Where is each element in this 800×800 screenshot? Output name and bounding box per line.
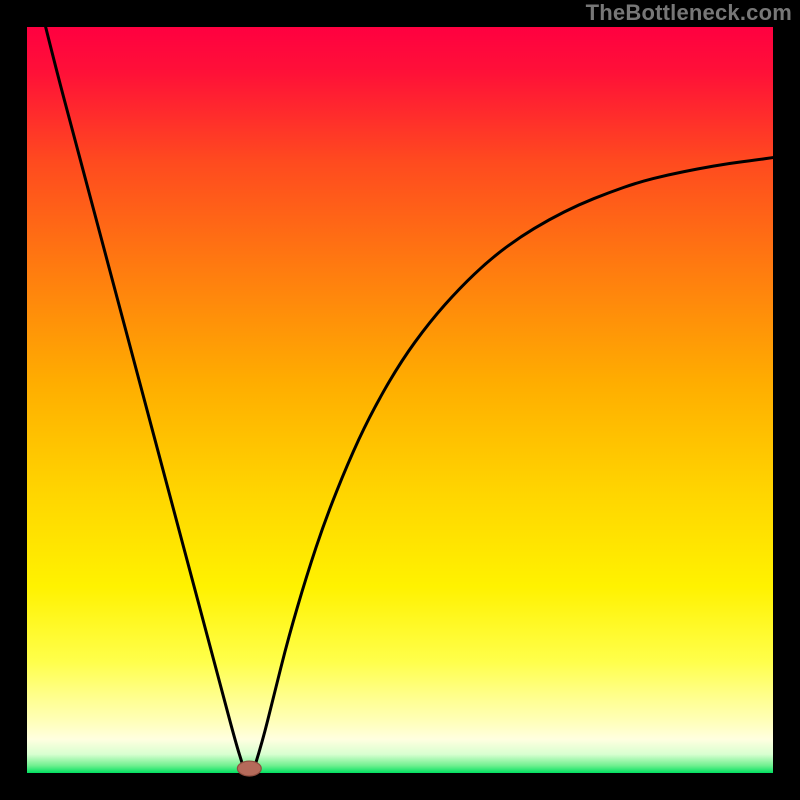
watermark-text: TheBottleneck.com: [586, 0, 792, 26]
bottleneck-chart: [0, 0, 800, 800]
chart-root: TheBottleneck.com: [0, 0, 800, 800]
plot-area: [27, 27, 773, 773]
bottleneck-marker: [237, 761, 261, 776]
